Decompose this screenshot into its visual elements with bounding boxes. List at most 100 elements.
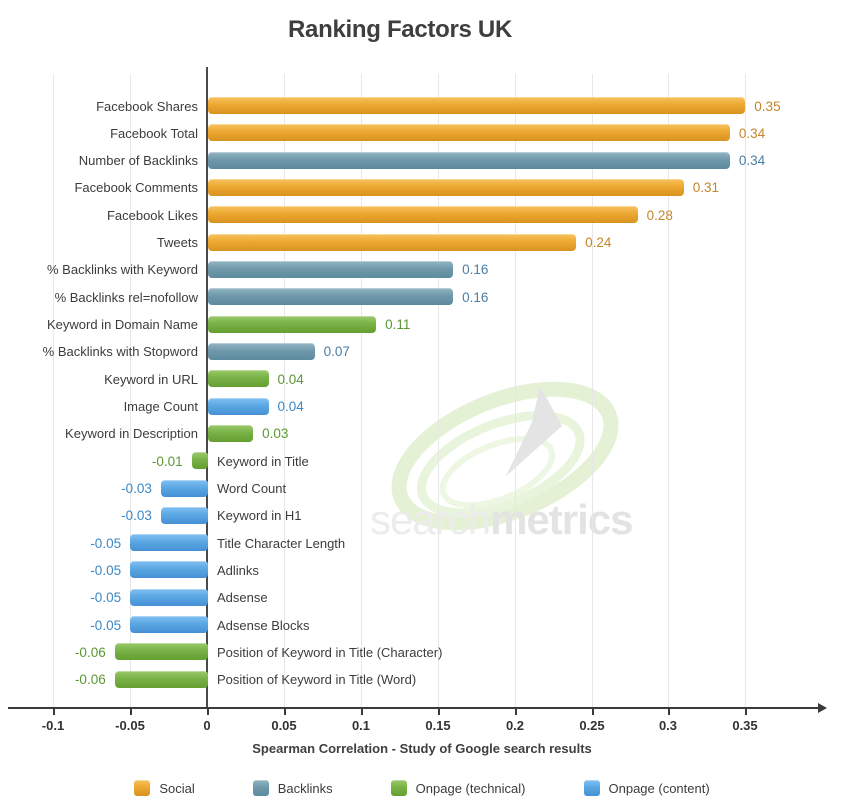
tick-label: 0.35 — [732, 718, 758, 733]
watermark-metrics: metrics — [490, 496, 633, 543]
legend-label: Backlinks — [277, 780, 333, 796]
value-label: 0.34 — [738, 153, 766, 169]
value-label: -0.03 — [121, 480, 152, 496]
bar — [208, 124, 730, 142]
watermark-search: search — [370, 496, 491, 543]
bar — [208, 342, 315, 360]
gridline — [361, 74, 362, 708]
legend: Social Backlinks Onpage (technical) Onpage … — [0, 780, 844, 796]
value-label: -0.06 — [74, 672, 106, 688]
legend-swatch-icon — [390, 780, 407, 796]
tick-label: 0 — [203, 718, 211, 733]
bar — [208, 151, 730, 169]
bar — [208, 97, 746, 114]
bar — [208, 370, 269, 388]
value-label: -0.05 — [90, 535, 122, 551]
row-label: % Backlinks rel=nofollow — [54, 289, 198, 305]
value-label: -0.05 — [90, 617, 122, 633]
value-label: 0.34 — [738, 125, 766, 141]
bar — [191, 452, 208, 470]
gridline — [592, 74, 593, 708]
value-label: 0.16 — [462, 262, 489, 278]
legend-item-backlinks: Backlinks — [252, 780, 333, 796]
row-label: Facebook Comments — [74, 180, 198, 196]
row-label: Position of Keyword in Title (Word) — [217, 672, 417, 688]
bar — [130, 616, 208, 634]
gridline — [438, 74, 439, 708]
tick-mark — [361, 709, 363, 715]
tick-mark — [207, 709, 209, 715]
tick-mark — [438, 709, 440, 715]
bar — [130, 561, 208, 579]
legend-label: Social — [159, 780, 195, 796]
tick-mark — [284, 709, 286, 715]
row-label: % Backlinks with Stopword — [42, 344, 198, 360]
legend-item-social: Social — [134, 780, 195, 796]
value-label: 0.24 — [585, 235, 612, 251]
bar — [130, 534, 208, 552]
row-label: Keyword in Description — [65, 426, 198, 442]
bar — [208, 288, 454, 306]
value-label: -0.05 — [90, 590, 122, 606]
value-label: 0.16 — [462, 289, 489, 305]
bar — [130, 588, 208, 606]
row-label: Facebook Likes — [106, 207, 198, 223]
tick-label: 0.25 — [579, 718, 605, 733]
value-label: 0.31 — [692, 180, 720, 196]
tick-mark — [53, 709, 55, 715]
gridline — [515, 74, 516, 708]
bar — [208, 179, 684, 196]
row-label: Adsense Blocks — [217, 617, 310, 633]
bar — [208, 233, 577, 251]
value-label: 0.04 — [277, 399, 304, 415]
row-label: Keyword in Title — [217, 453, 309, 469]
bar — [208, 315, 377, 333]
row-label: Adsense — [217, 590, 268, 606]
value-label: 0.11 — [385, 317, 411, 333]
tick-label: -0.05 — [115, 718, 145, 733]
legend-swatch-icon — [252, 780, 269, 796]
value-label: 0.04 — [277, 371, 304, 387]
tick-mark — [130, 709, 132, 715]
legend-label: Onpage (content) — [608, 780, 710, 796]
row-label: Position of Keyword in Title (Character) — [217, 644, 443, 660]
bar — [114, 670, 208, 688]
value-label: 0.35 — [754, 98, 781, 114]
tick-mark — [745, 709, 747, 715]
x-axis-caption: Spearman Correlation - Study of Google s… — [252, 741, 592, 756]
value-label: 0.28 — [646, 207, 673, 223]
gridline — [668, 74, 669, 708]
row-label: Tweets — [156, 235, 198, 251]
value-label: 0.07 — [323, 344, 350, 360]
row-label: Number of Backlinks — [78, 153, 198, 169]
bar — [208, 424, 254, 442]
value-label: -0.05 — [90, 562, 122, 578]
gridline — [53, 74, 54, 708]
gridline — [130, 74, 131, 708]
bar — [160, 506, 208, 524]
tick-mark — [668, 709, 670, 715]
tick-label: 0.3 — [658, 718, 678, 733]
legend-item-onpage-technical: Onpage (technical) — [390, 780, 526, 796]
x-axis-line — [8, 707, 820, 709]
searchmetrics-watermark-text: searchmetrics — [370, 496, 633, 544]
bar — [114, 643, 208, 661]
value-label: -0.06 — [74, 644, 106, 660]
row-label: Keyword in Domain Name — [46, 317, 198, 333]
row-label: Word Count — [217, 480, 287, 496]
legend-swatch-icon — [583, 780, 600, 796]
gridline — [745, 74, 746, 708]
zero-axis-line — [206, 67, 208, 708]
tick-label: 0.1 — [351, 718, 371, 733]
tick-label: -0.1 — [41, 718, 65, 733]
tick-label: 0.05 — [271, 718, 297, 733]
bar — [208, 206, 638, 224]
row-label: Facebook Shares — [96, 98, 198, 114]
x-axis-arrow-icon — [818, 703, 827, 713]
row-label: Keyword in H1 — [217, 508, 302, 524]
tick-mark — [515, 709, 517, 715]
row-label: Image Count — [123, 399, 198, 415]
tick-mark — [592, 709, 594, 715]
chart-title: Ranking Factors UK — [288, 16, 512, 43]
